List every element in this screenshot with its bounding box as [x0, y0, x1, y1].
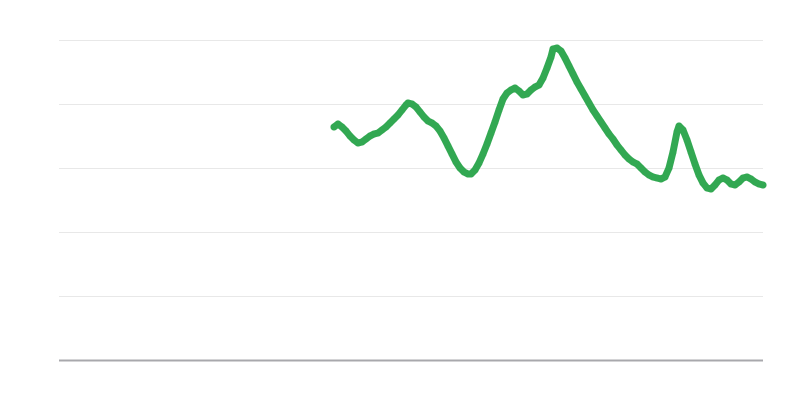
- series-marker: [711, 181, 719, 189]
- series-marker: [561, 54, 569, 62]
- series-marker: [495, 106, 503, 114]
- series-marker: [679, 126, 687, 134]
- series-marker: [569, 70, 577, 78]
- series-marker: [394, 111, 402, 119]
- series-marker: [695, 171, 703, 179]
- series-marker: [342, 127, 350, 135]
- series-marker: [416, 108, 424, 116]
- series-marker: [436, 127, 444, 135]
- series-marker: [605, 130, 613, 138]
- series-marker: [479, 150, 487, 158]
- series-marker: [699, 179, 707, 187]
- series-marker: [440, 134, 448, 142]
- series-marker: [448, 150, 456, 158]
- gridline-group: [59, 40, 763, 297]
- series-marker: [585, 99, 593, 107]
- series-marker: [609, 135, 617, 143]
- series-marker: [601, 124, 609, 132]
- series-marker: [759, 181, 767, 189]
- series-marker: [589, 106, 597, 114]
- series-marker: [573, 78, 581, 86]
- series-marker: [577, 85, 585, 93]
- series-marker: [661, 173, 669, 181]
- series-marker: [483, 140, 491, 148]
- series-marker: [673, 128, 681, 136]
- series-marker: [432, 122, 440, 130]
- series-marker: [499, 95, 507, 103]
- series-marker: [547, 53, 555, 61]
- series-marker: [475, 159, 483, 167]
- data-series-group: [330, 44, 767, 193]
- series-marker: [535, 81, 543, 89]
- series-marker: [581, 92, 589, 100]
- series-marker: [687, 148, 695, 156]
- series-marker: [593, 112, 601, 120]
- series-marker: [565, 62, 573, 70]
- series-marker: [683, 136, 691, 144]
- series-marker: [665, 164, 673, 172]
- series-marker: [398, 106, 406, 114]
- series-marker: [617, 146, 625, 154]
- series-marker: [491, 118, 499, 126]
- series-marker: [557, 47, 565, 55]
- series-marker: [452, 158, 460, 166]
- series-marker: [412, 103, 420, 111]
- series-marker: [597, 118, 605, 126]
- series-marker: [613, 141, 621, 149]
- series-marker: [543, 64, 551, 72]
- series-marker: [669, 148, 677, 156]
- series-marker: [539, 74, 547, 82]
- series-marker: [487, 129, 495, 137]
- series-marker: [691, 160, 699, 168]
- series-marker: [471, 166, 479, 174]
- series-marker: [444, 142, 452, 150]
